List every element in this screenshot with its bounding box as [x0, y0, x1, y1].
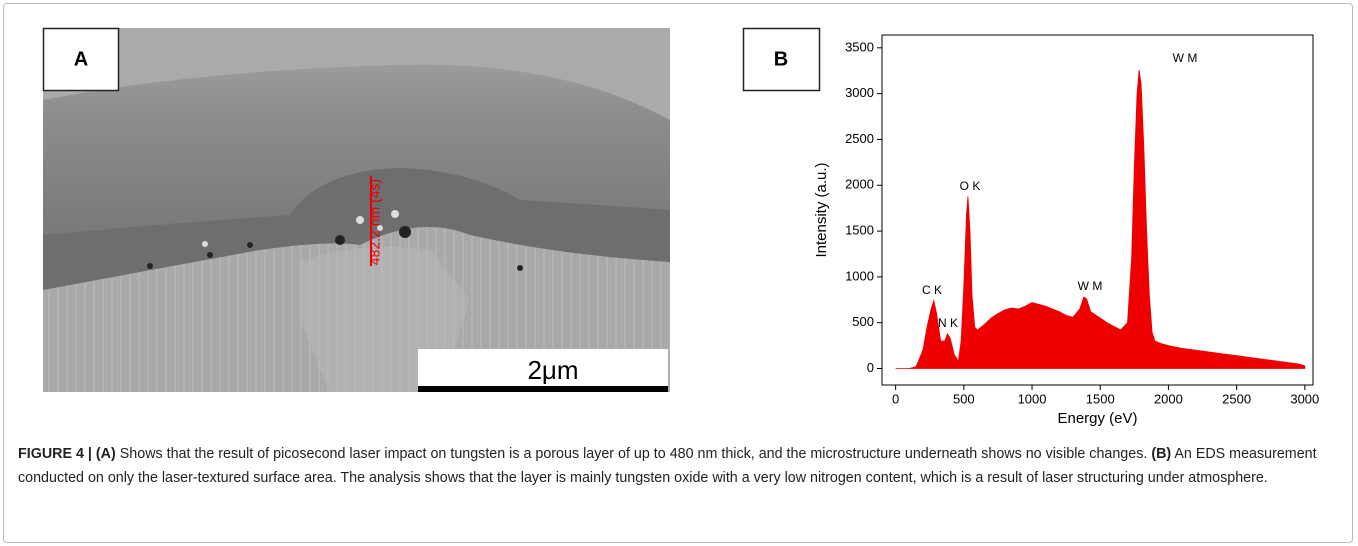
x-tick-label: 500 [953, 391, 975, 406]
peak-label: O K [960, 179, 981, 193]
figure-frame [3, 3, 1353, 543]
peak-label: W M [1173, 51, 1198, 65]
peak-label: C K [922, 283, 942, 297]
panel-label: A [74, 48, 88, 70]
y-tick-label: 3500 [845, 39, 874, 54]
x-tick-label: 3000 [1290, 391, 1319, 406]
peak-label: N K [938, 316, 958, 330]
x-tick-label: 2000 [1154, 391, 1183, 406]
peak-label: W M [1078, 279, 1103, 293]
y-tick-label: 500 [852, 314, 874, 329]
y-tick-label: 2500 [845, 131, 874, 146]
eds-chart: 0 500 1000 1500 2000 2500 3000 3500 0 500 1000 1500… [813, 34, 1319, 427]
panel-ref: (A) [95, 446, 116, 462]
figure-label: FIGURE 4 | [18, 446, 92, 462]
caption-text: Shows that the result of picosecond lase… [119, 446, 1148, 462]
y-tick-label: 3000 [845, 85, 874, 100]
sem-image: 482.2 nm (4s) 2μm A [42, 27, 670, 392]
y-tick-label: 2000 [845, 177, 874, 192]
figure: 482.2 nm (4s) 2μm A B 0 500 1000 1500 2000 25… [42, 27, 1319, 427]
y-tick-label: 1500 [845, 223, 874, 238]
panel-label: B [774, 48, 788, 70]
scale-bar-label: 2μm [527, 355, 578, 385]
plot-border [881, 34, 1314, 386]
x-axis-label: Energy (eV) [1057, 410, 1137, 427]
x-tick-label: 2500 [1222, 391, 1251, 406]
panel-label-box [742, 27, 821, 92]
panel-ref: (B) [1151, 446, 1172, 462]
spectrum-area [895, 69, 1306, 369]
x-tick-label: 1500 [1086, 391, 1115, 406]
caption-text: An EDS measurement conducted on only the… [18, 446, 1317, 486]
y-tick-label: 0 [867, 360, 874, 375]
x-tick-label: 0 [892, 391, 899, 406]
measurement-label: 482.2 nm (4s) [367, 179, 383, 265]
x-tick-label: 1000 [1018, 391, 1047, 406]
caption: FIGURE 4 | (A) Shows that the result of … [18, 442, 1343, 490]
y-tick-label: 1000 [845, 268, 874, 283]
y-axis-label: Intensity (a.u.) [813, 162, 830, 257]
